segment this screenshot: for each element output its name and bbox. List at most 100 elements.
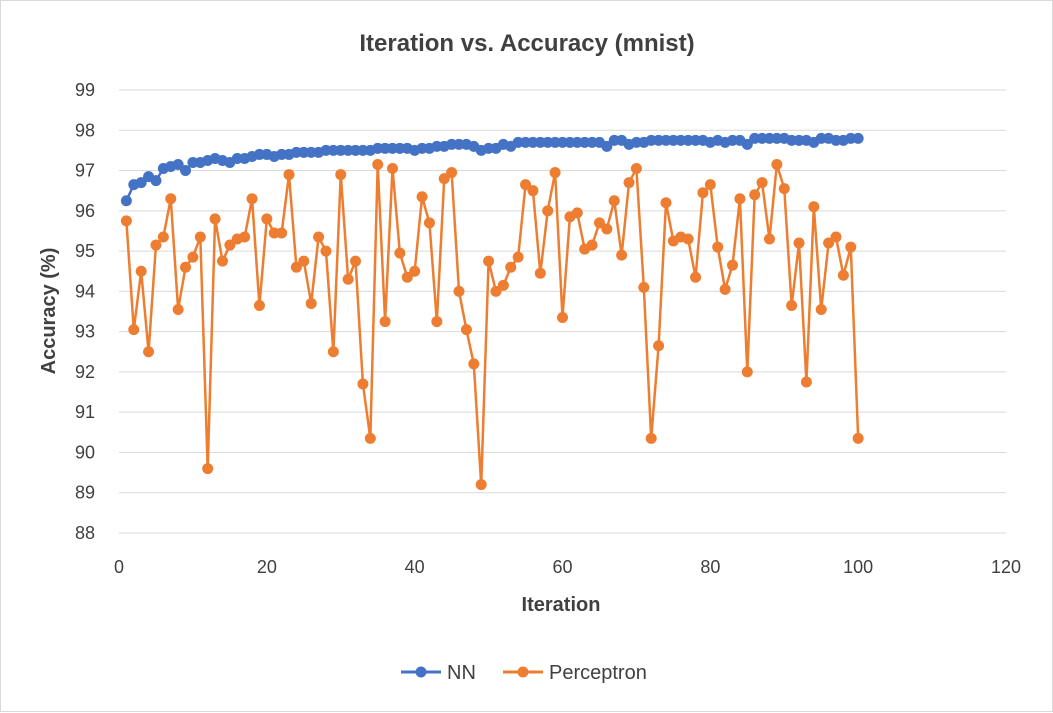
legend-label-perceptron: Perceptron: [549, 662, 647, 684]
y-tick-label: 99: [75, 80, 95, 100]
data-point-perceptron: [394, 247, 406, 259]
data-point-perceptron: [815, 303, 827, 315]
data-point-perceptron: [409, 265, 421, 277]
y-tick-label: 90: [75, 442, 95, 462]
data-point-perceptron: [630, 163, 642, 175]
data-point-perceptron: [542, 205, 554, 217]
data-point-perceptron: [276, 227, 288, 239]
data-point-perceptron: [187, 251, 199, 263]
data-point-perceptron: [298, 255, 310, 267]
data-point-perceptron: [460, 324, 472, 336]
data-point-perceptron: [490, 285, 502, 297]
legend-item-perceptron: Perceptron: [503, 662, 647, 684]
data-point-perceptron: [283, 169, 295, 181]
y-tick-label: 91: [75, 402, 95, 422]
x-tick-label: 40: [405, 557, 425, 577]
series-nn: [120, 132, 864, 207]
data-point-perceptron: [660, 197, 672, 209]
data-point-perceptron: [335, 169, 347, 181]
data-point-perceptron: [527, 185, 539, 197]
data-point-perceptron: [239, 231, 251, 243]
data-point-perceptron: [697, 187, 709, 199]
data-point-perceptron: [823, 237, 835, 249]
y-tick-label: 92: [75, 362, 95, 382]
chart-title: Iteration vs. Accuracy (mnist): [359, 30, 694, 57]
legend-marker-perceptron: [517, 666, 529, 678]
data-point-nn: [601, 140, 613, 152]
data-point-perceptron: [808, 201, 820, 213]
data-point-perceptron: [549, 167, 561, 179]
data-point-perceptron: [216, 255, 228, 267]
y-tick-label: 89: [75, 483, 95, 503]
data-point-perceptron: [512, 251, 524, 263]
data-point-perceptron: [837, 269, 849, 281]
data-point-nn: [135, 177, 147, 189]
y-tick-label: 93: [75, 322, 95, 342]
data-point-perceptron: [431, 316, 443, 328]
data-point-perceptron: [534, 267, 546, 279]
data-point-perceptron: [364, 432, 376, 444]
data-point-nn: [741, 138, 753, 150]
data-point-perceptron: [320, 245, 332, 257]
data-point-perceptron: [342, 273, 354, 285]
data-point-perceptron: [313, 231, 325, 243]
data-point-perceptron: [638, 281, 650, 293]
data-point-perceptron: [120, 215, 132, 227]
data-point-perceptron: [586, 239, 598, 251]
x-tick-label: 20: [257, 557, 277, 577]
x-axis-ticks: 0 20 40 60 80 100 120: [114, 557, 1021, 577]
data-point-perceptron: [793, 237, 805, 249]
gridlines: [119, 89, 1006, 534]
data-point-nn: [172, 159, 184, 171]
data-point-perceptron: [520, 179, 532, 191]
x-tick-label: 80: [700, 557, 720, 577]
data-point-perceptron: [143, 346, 155, 358]
data-point-perceptron: [372, 159, 384, 171]
data-point-perceptron: [327, 346, 339, 358]
legend: NN Perceptron: [401, 662, 647, 684]
data-point-perceptron: [601, 223, 613, 235]
data-point-perceptron: [446, 167, 458, 179]
data-point-perceptron: [194, 231, 206, 243]
x-tick-label: 60: [552, 557, 572, 577]
data-point-nn: [120, 195, 132, 207]
data-point-perceptron: [475, 479, 487, 491]
data-point-perceptron: [453, 285, 465, 297]
x-tick-label: 120: [991, 557, 1021, 577]
data-point-perceptron: [852, 432, 864, 444]
data-point-perceptron: [763, 233, 775, 245]
data-point-perceptron: [505, 261, 517, 273]
y-tick-label: 96: [75, 201, 95, 221]
data-point-perceptron: [845, 241, 857, 253]
data-point-perceptron: [645, 432, 657, 444]
data-point-perceptron: [778, 183, 790, 195]
data-point-perceptron: [690, 271, 702, 283]
data-point-perceptron: [749, 189, 761, 201]
data-point-perceptron: [416, 191, 428, 203]
data-point-perceptron: [571, 207, 583, 219]
data-point-perceptron: [386, 163, 398, 175]
data-point-perceptron: [719, 283, 731, 295]
data-point-perceptron: [423, 217, 435, 229]
data-point-perceptron: [786, 299, 798, 311]
data-point-perceptron: [165, 193, 177, 205]
y-tick-label: 88: [75, 523, 95, 543]
data-point-perceptron: [712, 241, 724, 253]
series-line-perceptron: [125, 163, 860, 486]
data-point-perceptron: [608, 195, 620, 207]
data-point-perceptron: [202, 463, 214, 475]
data-point-perceptron: [653, 340, 665, 352]
data-point-perceptron: [438, 173, 450, 185]
data-point-perceptron: [350, 255, 362, 267]
legend-label-nn: NN: [447, 662, 476, 684]
x-tick-label: 0: [114, 557, 124, 577]
data-point-perceptron: [741, 366, 753, 378]
y-tick-label: 97: [75, 161, 95, 181]
y-axis-ticks: 88 89 90 91 92 93 94 95 96 97 98 99: [75, 80, 95, 543]
data-point-perceptron: [180, 261, 192, 273]
data-point-perceptron: [557, 312, 568, 324]
data-point-perceptron: [704, 179, 716, 191]
x-tick-label: 100: [843, 557, 873, 577]
